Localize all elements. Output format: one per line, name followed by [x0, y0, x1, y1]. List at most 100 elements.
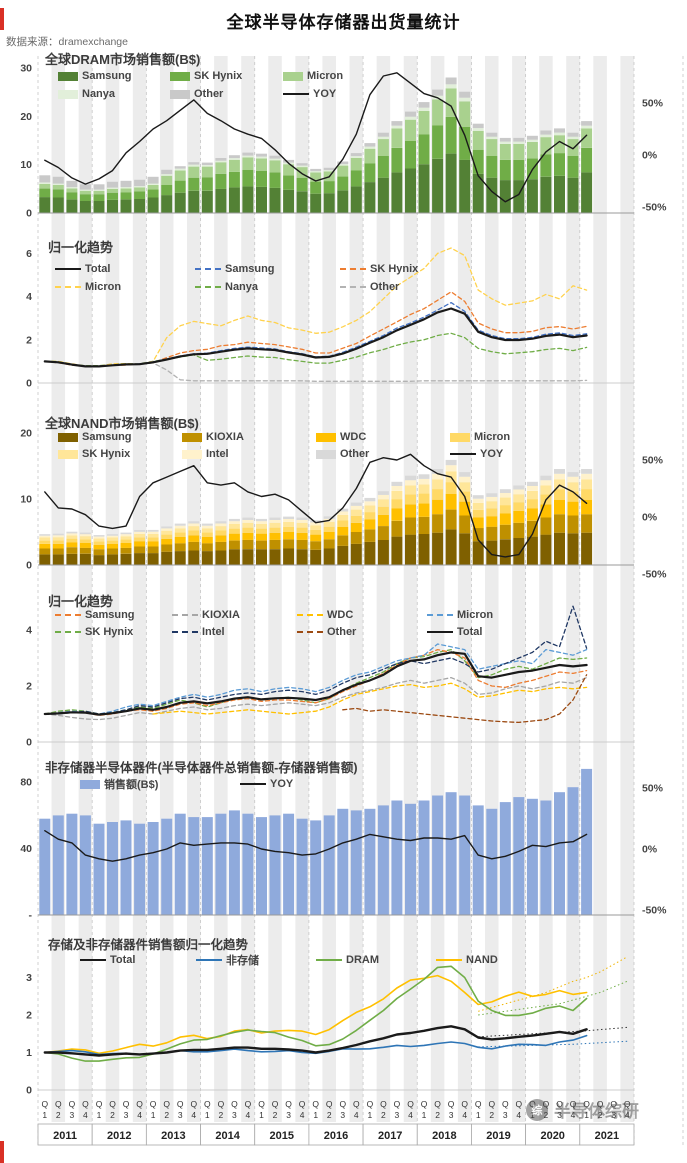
- dram-sales-legend-item-Nanya: Nanya: [58, 88, 115, 100]
- nand-sales-legend-item-Intel: Intel: [182, 448, 229, 460]
- dashed-line-swatch: [55, 286, 81, 288]
- nand-normalized-legend-item-KIOXIA: KIOXIA: [172, 609, 240, 621]
- svg-text:4: 4: [408, 1110, 413, 1120]
- nand-normalized-panel: 0 2 4: [26, 605, 634, 749]
- svg-text:Q: Q: [556, 1099, 563, 1109]
- svg-text:1: 1: [151, 1110, 156, 1120]
- svg-text:4: 4: [137, 1110, 142, 1120]
- svg-text:30: 30: [20, 63, 32, 75]
- svg-text:Q: Q: [597, 1099, 604, 1109]
- svg-text:Q: Q: [421, 1099, 428, 1109]
- svg-text:0%: 0%: [642, 150, 658, 162]
- svg-text:20: 20: [20, 428, 32, 440]
- svg-text:2011: 2011: [53, 1130, 77, 1142]
- dram-sales-title: 全球DRAM市场销售额(B$): [45, 52, 201, 67]
- svg-text:0%: 0%: [642, 512, 658, 524]
- nand-normalized-legend-item-Other: Other: [297, 626, 356, 638]
- svg-text:Q: Q: [55, 1099, 62, 1109]
- non-memory-legend-item-销售额(B$): 销售额(B$): [80, 778, 159, 791]
- svg-text:3: 3: [124, 1110, 129, 1120]
- svg-text:-50%: -50%: [642, 905, 667, 917]
- dram-normalized-legend-item-Nanya: Nanya: [195, 281, 258, 293]
- svg-text:Q: Q: [394, 1099, 401, 1109]
- svg-text:2016: 2016: [324, 1130, 348, 1142]
- color-swatch: [170, 89, 190, 99]
- svg-text:Q: Q: [123, 1099, 130, 1109]
- legend-label: Nanya: [225, 281, 259, 293]
- svg-text:2: 2: [26, 1010, 32, 1022]
- legend-label: Samsung: [225, 263, 275, 275]
- svg-text:1: 1: [42, 1110, 47, 1120]
- svg-text:20: 20: [20, 111, 32, 123]
- legend-label: YOY: [480, 448, 504, 460]
- legend-label: 销售额(B$): [104, 779, 159, 791]
- dram-normalized-legend-item-Total: Total: [55, 263, 110, 275]
- svg-text:Q: Q: [69, 1099, 76, 1109]
- svg-text:Q: Q: [475, 1099, 482, 1109]
- legend-label: Total: [110, 954, 136, 966]
- svg-text:10: 10: [20, 494, 32, 506]
- dram-normalized-title: 归一化趋势: [48, 240, 114, 255]
- svg-text:-50%: -50%: [642, 202, 667, 214]
- combined-normalized-legend-item-DRAM: DRAM: [316, 954, 379, 966]
- svg-text:3: 3: [340, 1110, 345, 1120]
- svg-text:1: 1: [26, 1047, 32, 1059]
- svg-text:10: 10: [20, 159, 32, 171]
- legend-label: Samsung: [82, 70, 132, 82]
- dashed-line-swatch: [195, 268, 221, 270]
- dashed-line-swatch: [427, 614, 453, 616]
- svg-text:2: 2: [164, 1110, 169, 1120]
- svg-text:1: 1: [259, 1110, 264, 1120]
- legend-label: Micron: [457, 609, 494, 621]
- svg-text:Q: Q: [515, 1099, 522, 1109]
- legend-label: SK Hynix: [82, 448, 131, 460]
- dashed-line-swatch: [195, 286, 221, 288]
- color-swatch: [58, 71, 78, 81]
- svg-text:Q: Q: [461, 1099, 468, 1109]
- svg-text:4: 4: [83, 1110, 88, 1120]
- svg-text:2: 2: [56, 1110, 61, 1120]
- color-swatch: [182, 449, 202, 459]
- legend-label: Intel: [206, 448, 229, 460]
- line-swatch: [240, 783, 266, 785]
- nand-sales-panel: 0 10 20 50% 0% -50%: [20, 428, 667, 581]
- top-left-red-accent: [0, 8, 4, 30]
- dram-sales-legend-item-SK Hynix: SK Hynix: [170, 70, 242, 82]
- svg-text:0%: 0%: [642, 844, 658, 856]
- svg-text:Q: Q: [109, 1099, 116, 1109]
- svg-text:Q: Q: [312, 1099, 319, 1109]
- svg-text:1: 1: [313, 1110, 318, 1120]
- svg-text:Q: Q: [407, 1099, 414, 1109]
- svg-text:50%: 50%: [642, 98, 664, 110]
- svg-text:3: 3: [70, 1110, 75, 1120]
- svg-text:3: 3: [178, 1110, 183, 1120]
- svg-text:Q: Q: [272, 1099, 279, 1109]
- svg-text:Q: Q: [326, 1099, 333, 1109]
- page-title: 全球半导体存储器出货量统计: [226, 13, 461, 32]
- color-swatch: [450, 432, 470, 442]
- watermark-text: 半导体综研: [554, 1102, 639, 1121]
- legend-label: Total: [457, 626, 483, 638]
- non-memory-panel: - 40 80 50% 0% -50%: [20, 768, 667, 922]
- dram-normalized-legend-item-Samsung: Samsung: [195, 263, 275, 275]
- combined-normalized-panel: 0 1 2 3: [26, 956, 634, 1097]
- legend-label: WDC: [340, 431, 367, 443]
- dram-sales-legend-item-YOY: YOY: [283, 88, 336, 100]
- svg-text:2012: 2012: [107, 1130, 131, 1142]
- nand-normalized-legend-item-Micron: Micron: [427, 609, 493, 621]
- svg-text:4: 4: [26, 625, 32, 637]
- svg-text:2: 2: [273, 1110, 278, 1120]
- dashed-line-swatch: [172, 614, 198, 616]
- nand-sales-legend-item-Other: Other: [316, 448, 369, 460]
- dashed-line-swatch: [297, 614, 323, 616]
- legend-label: Samsung: [85, 609, 135, 621]
- line-swatch: [283, 93, 309, 95]
- legend-label: Other: [327, 626, 357, 638]
- svg-text:Q: Q: [502, 1099, 509, 1109]
- color-swatch: [316, 432, 336, 442]
- dram-normalized-legend-item-Other: Other: [340, 281, 399, 293]
- svg-text:2: 2: [327, 1110, 332, 1120]
- dram-sales-panel: 0 10 20 30 50% 0% -50%: [20, 63, 667, 220]
- legend-label: 非存储: [226, 955, 259, 967]
